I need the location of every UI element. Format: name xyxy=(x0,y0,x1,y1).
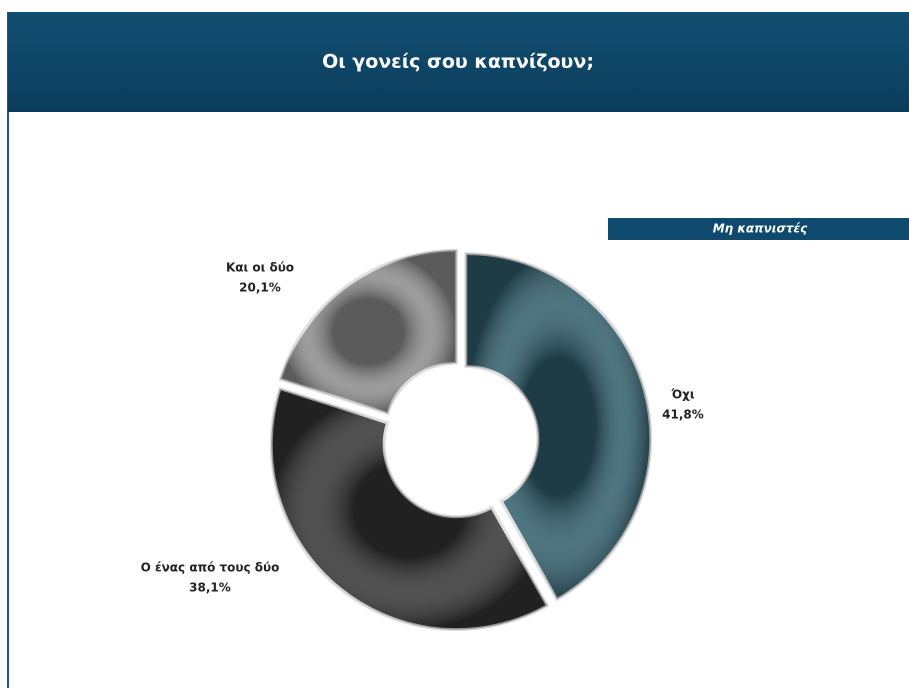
subtitle-box xyxy=(608,218,909,240)
slice-value-label: 20,1% xyxy=(239,281,281,295)
chart-title: Οι γονείς σου καπνίζουν; xyxy=(322,51,594,73)
slice-value-label: 38,1% xyxy=(189,581,231,595)
slice-label: Ο ένας από τους δύο xyxy=(141,561,280,575)
subtitle: Μη καπνιστές xyxy=(713,222,808,236)
slice-value-label: 41,8% xyxy=(662,408,704,422)
donut-slice xyxy=(278,248,458,416)
header xyxy=(8,12,909,112)
slice-label: Όχι xyxy=(670,388,694,402)
donut xyxy=(269,248,653,632)
slice-label: Και οι δύο xyxy=(226,261,294,275)
